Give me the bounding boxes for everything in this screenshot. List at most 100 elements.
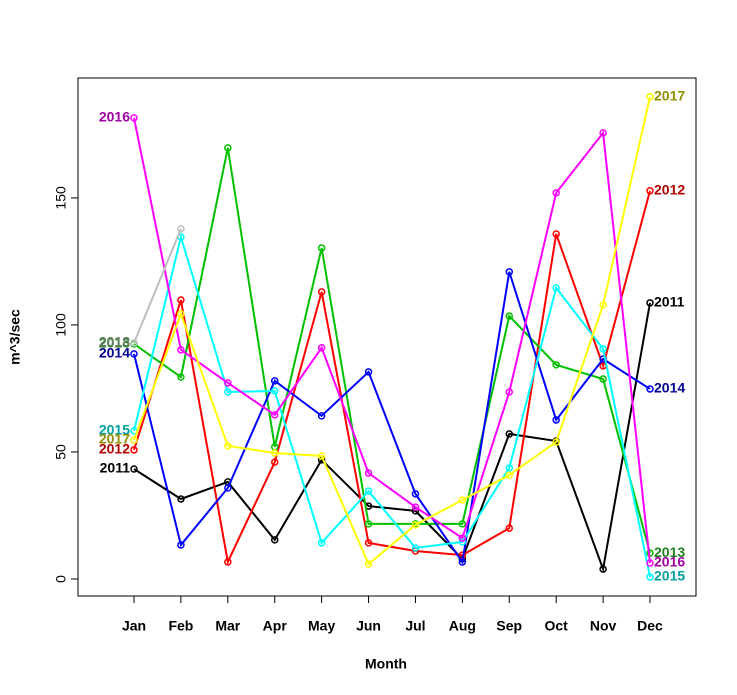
x-tick-label: Nov (590, 618, 617, 634)
data-point (224, 388, 232, 396)
x-tick-label: Feb (168, 618, 193, 634)
data-point (270, 411, 279, 419)
data-point (364, 487, 373, 495)
series-label: 2017 (654, 88, 685, 104)
x-tick-label: May (308, 618, 335, 634)
data-point (270, 387, 279, 395)
data-point (364, 368, 373, 376)
data-point (270, 458, 279, 466)
data-point (552, 230, 560, 238)
series-line (133, 117, 651, 564)
series-line (133, 271, 651, 565)
data-point (552, 361, 560, 369)
data-point (270, 536, 279, 544)
data-point (130, 350, 138, 358)
data-point (177, 225, 185, 233)
series-label: 2014 (99, 345, 130, 361)
data-point (130, 465, 138, 473)
x-tick-label: Jul (405, 618, 425, 634)
data-point (177, 296, 185, 304)
data-point (646, 573, 654, 581)
data-point (364, 469, 373, 477)
data-point (177, 310, 185, 318)
data-point (552, 438, 560, 446)
data-point (505, 268, 514, 276)
data-point (130, 446, 138, 454)
x-tick-label: Mar (215, 618, 240, 634)
data-point (411, 544, 420, 552)
data-point (458, 520, 467, 528)
series-label: 2012 (654, 181, 685, 197)
series-label: 2012 (99, 441, 130, 457)
x-tick-label: Dec (637, 618, 663, 634)
data-point (505, 524, 514, 532)
data-point (411, 521, 420, 529)
data-point (599, 375, 607, 383)
data-point (552, 416, 560, 424)
data-point (130, 339, 138, 347)
data-point (177, 373, 185, 381)
data-point (224, 442, 232, 450)
data-point (505, 388, 514, 396)
data-point (505, 430, 514, 438)
data-point (317, 344, 326, 352)
data-point (552, 284, 560, 292)
data-point (224, 484, 232, 492)
series-label: 2015 (99, 422, 130, 438)
data-point (224, 558, 232, 566)
series-line (133, 96, 651, 566)
data-point (317, 412, 326, 420)
x-axis-label: Month (365, 656, 407, 672)
series-label: 2011 (654, 294, 685, 310)
data-point (505, 471, 514, 479)
data-point (177, 346, 185, 354)
data-point (646, 299, 654, 307)
series-line (133, 302, 651, 573)
series-line (133, 228, 182, 344)
data-point (270, 449, 279, 457)
series-label: 2013 (654, 544, 685, 560)
y-tick-label: 50 (53, 444, 69, 460)
data-point (646, 559, 654, 567)
series-label: 2018 (99, 334, 130, 350)
data-point (364, 520, 373, 528)
data-point (130, 114, 138, 122)
data-point (411, 503, 420, 511)
series-label: 2016 (99, 109, 130, 125)
series-line (133, 233, 651, 578)
data-point (130, 436, 138, 444)
data-point (458, 534, 467, 542)
series-label: 2013 (99, 335, 130, 351)
x-tick-label: Oct (545, 618, 569, 634)
y-axis-label: m^3/sec (7, 309, 23, 365)
y-tick-label: 0 (53, 575, 69, 583)
y-tick-label: 100 (53, 313, 69, 337)
data-point (599, 565, 607, 573)
series-label: 2017 (99, 431, 130, 447)
data-point (270, 377, 279, 385)
data-point (599, 129, 607, 137)
data-point (646, 187, 654, 195)
data-point (646, 385, 654, 393)
data-point (505, 312, 514, 320)
series-line (133, 147, 651, 554)
data-point (646, 93, 654, 101)
data-point (177, 541, 185, 549)
data-point (317, 452, 326, 460)
data-point (364, 560, 373, 568)
data-point (317, 288, 326, 296)
data-point (177, 495, 185, 503)
data-point (317, 244, 326, 252)
series-label: 2015 (654, 568, 685, 584)
data-point (458, 496, 467, 504)
plot-frame (77, 77, 697, 597)
data-point (458, 558, 467, 566)
x-tick-label: Jan (122, 618, 146, 634)
data-point (599, 345, 607, 353)
data-point (505, 464, 514, 472)
series-label: 2016 (654, 554, 685, 570)
data-point (364, 539, 373, 547)
data-point (411, 490, 420, 498)
data-point (599, 301, 607, 309)
